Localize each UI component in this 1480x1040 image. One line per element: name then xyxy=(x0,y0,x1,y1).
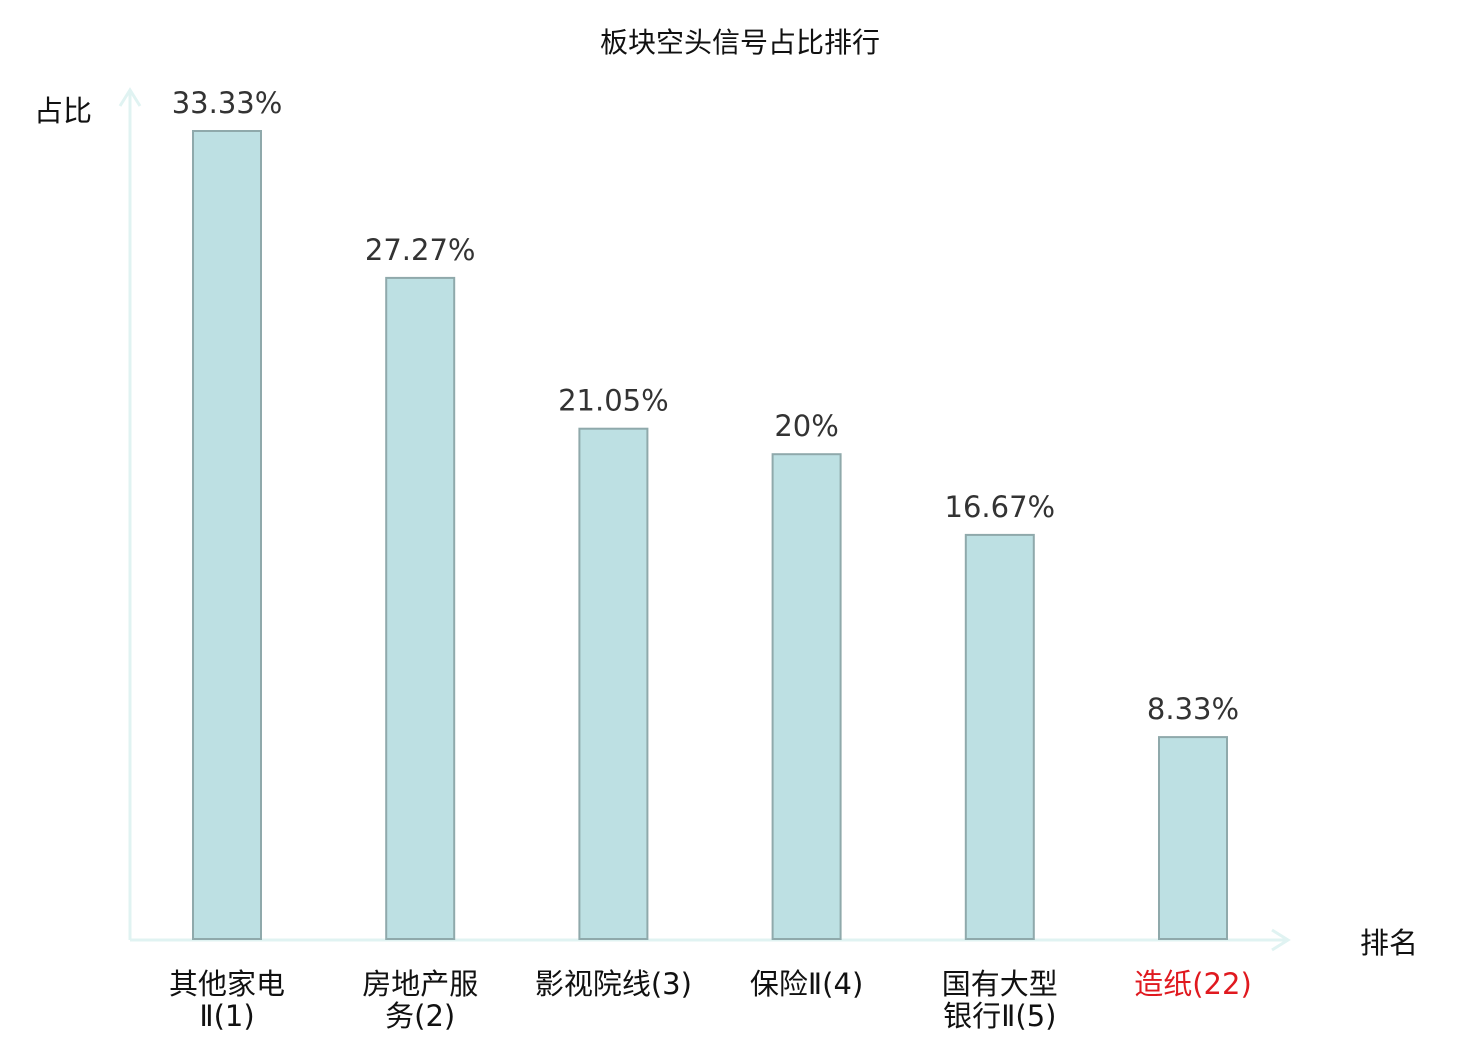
bar-6 xyxy=(1158,736,1228,940)
y-axis-arrow xyxy=(118,87,142,107)
category-label-line: 造纸(22) xyxy=(1134,967,1252,1001)
category-label-1: 其他家电 Ⅱ(1) xyxy=(169,967,285,1033)
value-label-6: 8.33% xyxy=(1147,692,1239,726)
value-label-3: 21.05% xyxy=(558,384,669,418)
category-label-2: 房地产服务(2) xyxy=(362,967,478,1033)
x-axis-arrow xyxy=(1271,928,1291,952)
category-label-line: 国有大型 xyxy=(942,967,1058,1001)
bar-3 xyxy=(578,427,649,940)
axes xyxy=(118,87,1291,952)
category-label-line: 银行Ⅱ(5) xyxy=(943,999,1056,1033)
bar-2 xyxy=(385,276,456,940)
chart-title: 板块空头信号占比排行 xyxy=(600,26,880,59)
category-label-line: 务(2) xyxy=(385,999,455,1033)
value-labels: 33.33% 27.27% 21.05% 20% 16.67% 8.33% xyxy=(172,86,1239,726)
x-axis-title: 排名 xyxy=(1360,926,1418,960)
category-label-line: 房地产服 xyxy=(362,967,478,1001)
category-label-5: 国有大型银行Ⅱ(5) xyxy=(942,967,1058,1033)
value-label-4: 20% xyxy=(774,409,838,443)
bar-5 xyxy=(964,533,1035,941)
bar-1 xyxy=(192,130,262,940)
category-label-line: Ⅱ(1) xyxy=(199,999,254,1033)
y-axis-title: 占比 xyxy=(34,94,92,128)
value-label-5: 16.67% xyxy=(945,490,1056,524)
bars xyxy=(192,130,1228,941)
bar-4 xyxy=(771,453,842,940)
value-label-2: 27.27% xyxy=(365,233,476,267)
category-label-6: 造纸(22) xyxy=(1134,967,1252,1001)
category-label-4: 保险Ⅱ(4) xyxy=(750,967,863,1001)
category-label-line: 影视院线(3) xyxy=(535,967,692,1001)
category-label-line: 其他家电 xyxy=(169,967,285,1001)
category-labels: 其他家电 Ⅱ(1) 房地产服务(2) 影视院线(3) 保险Ⅱ(4) 国有大型银行Ⅱ(5) 造… xyxy=(169,967,1252,1033)
value-label-1: 33.33% xyxy=(172,86,283,120)
category-label-line: 保险Ⅱ(4) xyxy=(750,967,863,1001)
category-label-3: 影视院线(3) xyxy=(535,967,692,1001)
